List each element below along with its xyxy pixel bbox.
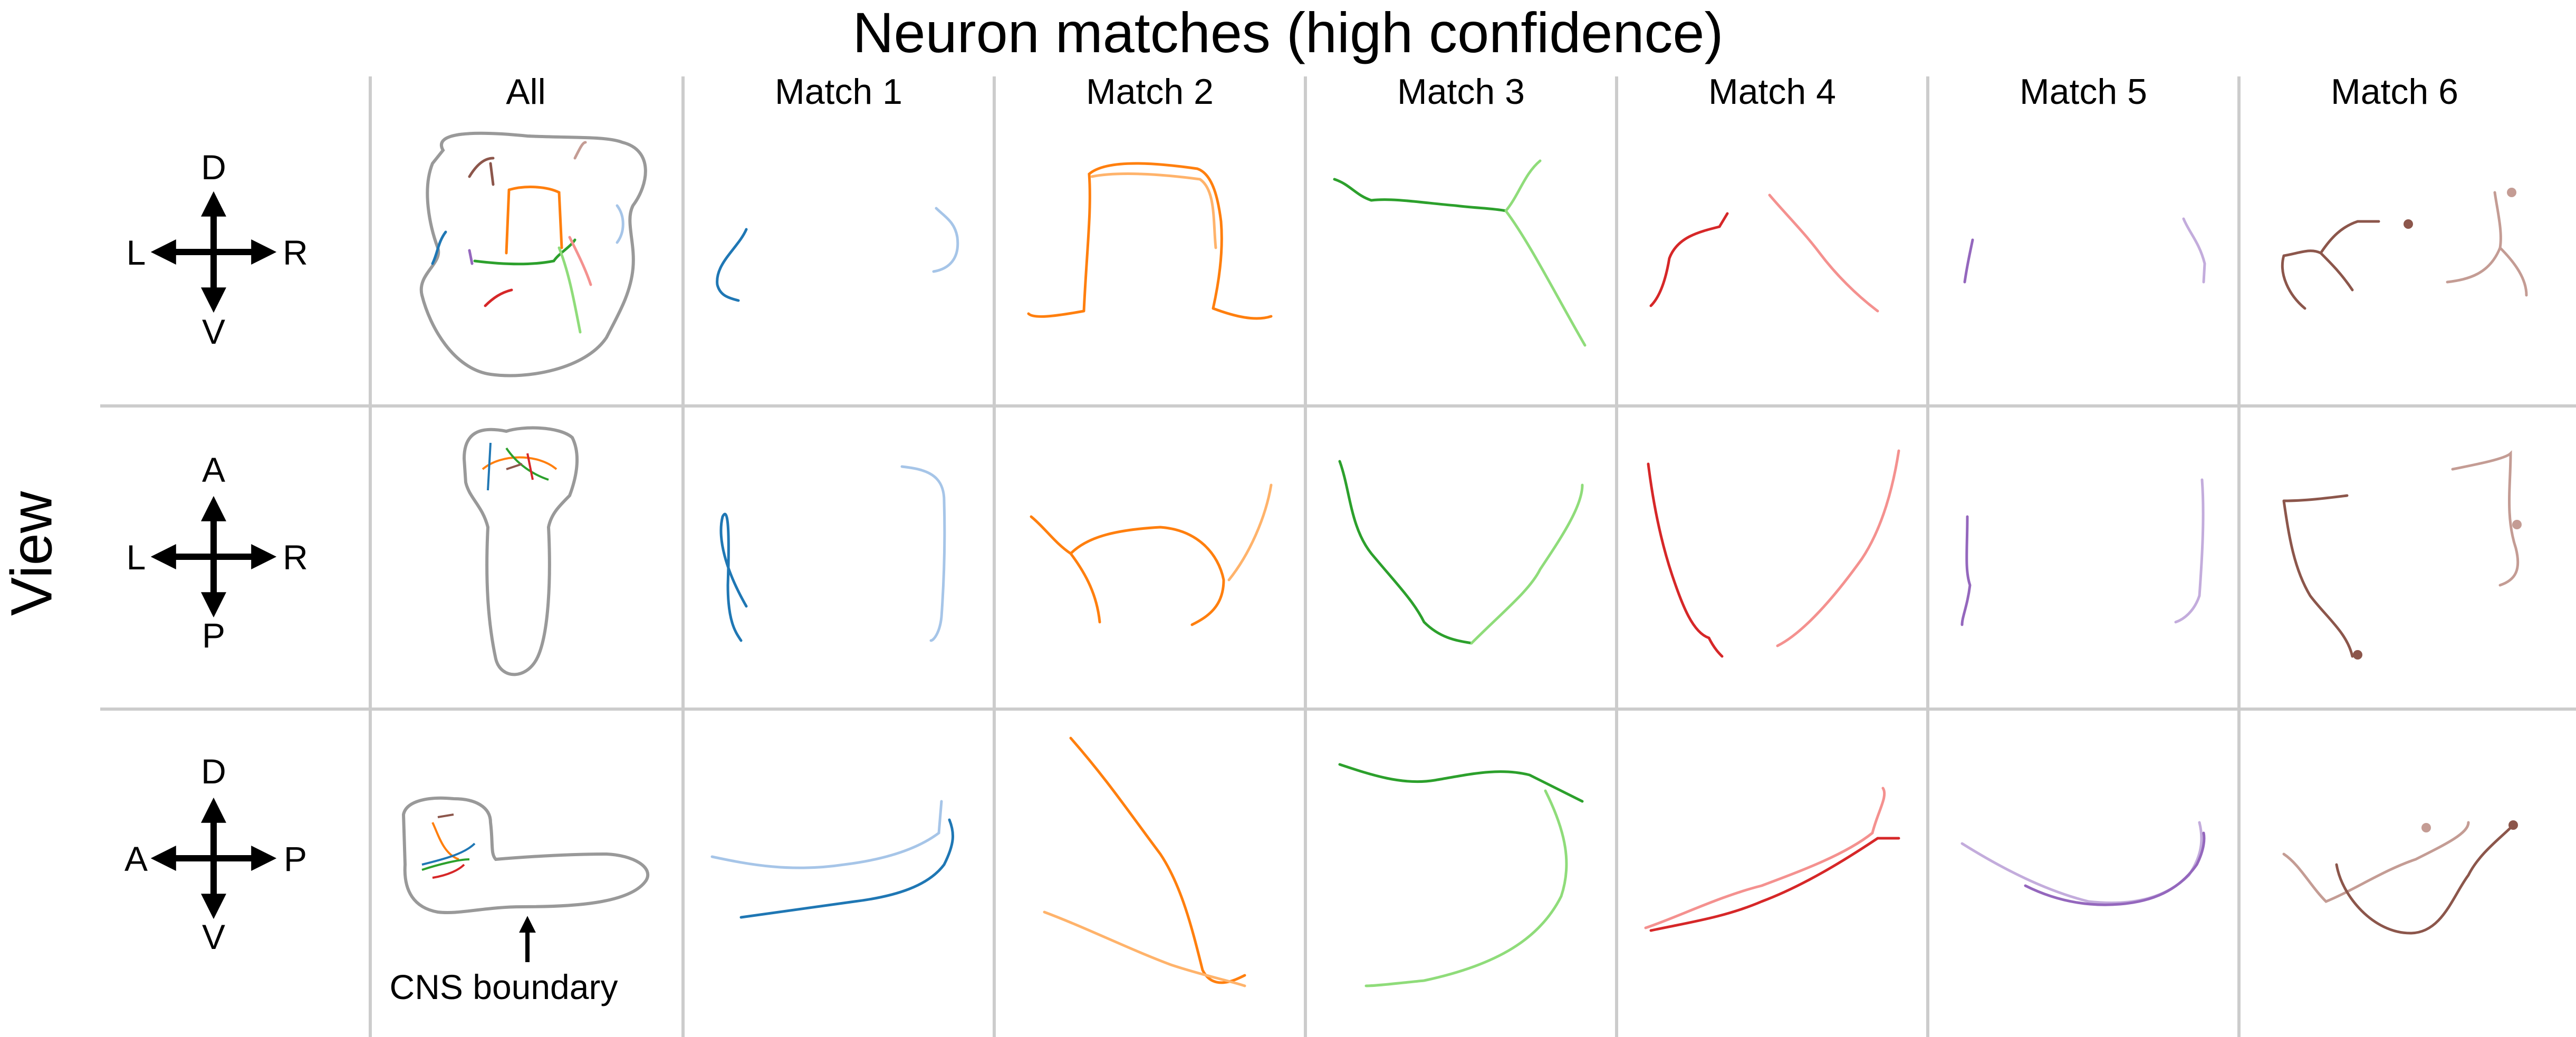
compass-2-left: L xyxy=(127,538,146,577)
column-header-match-3: Match 3 xyxy=(1397,72,1525,112)
grid-lines xyxy=(100,76,2576,1037)
compass-2-up: A xyxy=(202,450,225,489)
all-top-neurons xyxy=(482,442,558,491)
column-header-all: All xyxy=(506,72,546,112)
column-header-match-2: Match 2 xyxy=(1086,72,1214,112)
cns-outline-top xyxy=(462,426,579,676)
compass-row-2 xyxy=(150,496,277,618)
compass-3-up: D xyxy=(201,752,226,791)
compass-1-down: V xyxy=(202,312,225,351)
figure-title: Neuron matches (high confidence) xyxy=(852,1,1724,64)
compass-3-left: A xyxy=(124,839,148,878)
cns-outline-side xyxy=(401,796,650,915)
match-6-neurons xyxy=(2281,188,2528,935)
compass-1-up: D xyxy=(201,148,226,187)
match-5-neurons xyxy=(1960,217,2206,906)
match-1-neurons xyxy=(710,207,959,919)
compass-2-down: P xyxy=(202,616,225,655)
cns-outline-frontal xyxy=(419,131,647,377)
match-3-neurons xyxy=(1333,159,1587,987)
cns-outlines xyxy=(401,131,650,915)
compass-1-right: R xyxy=(283,233,308,272)
match-2-neurons xyxy=(1027,162,1273,987)
match-4-neurons xyxy=(1644,193,1900,932)
all-side-neurons xyxy=(421,813,476,879)
compass-1-left: L xyxy=(127,233,146,272)
compass-3-right: P xyxy=(284,839,307,878)
compass-row-3 xyxy=(150,797,277,919)
column-header-match-5: Match 5 xyxy=(2020,72,2147,112)
column-header-match-1: Match 1 xyxy=(775,72,902,112)
column-header-match-6: Match 6 xyxy=(2331,72,2458,112)
compass-3-down: V xyxy=(202,917,225,956)
column-header-match-4: Match 4 xyxy=(1708,72,1836,112)
cns-boundary-label: CNS boundary xyxy=(390,967,618,1006)
compass-row-1 xyxy=(150,191,277,313)
all-frontal-neurons xyxy=(431,141,624,334)
compass-2-right: R xyxy=(283,538,308,577)
